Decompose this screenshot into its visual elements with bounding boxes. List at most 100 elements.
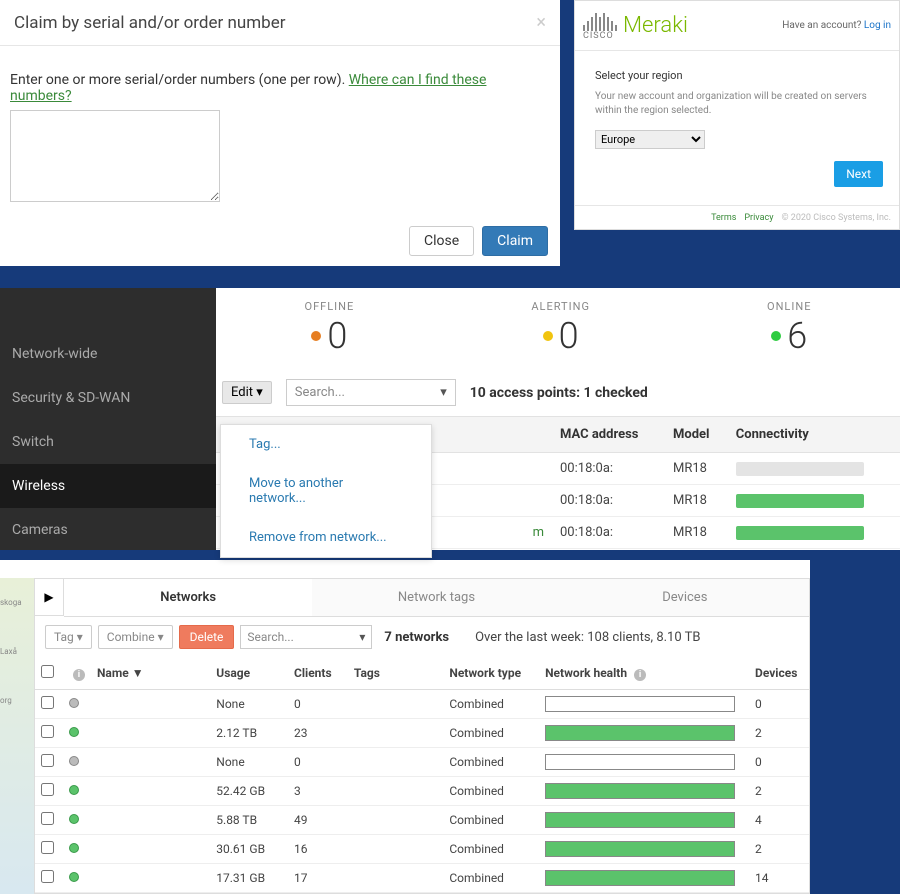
expand-toggle[interactable]: ▶: [34, 578, 64, 616]
copyright-text: © 2020 Cisco Systems, Inc.: [781, 213, 891, 223]
tag-dropdown[interactable]: Tag ▾: [45, 625, 92, 649]
cell-name: [91, 806, 210, 835]
claim-prompt: Enter one or more serial/order numbers (…: [10, 72, 550, 104]
net-col-header: [35, 657, 63, 690]
col-model[interactable]: Model: [665, 417, 728, 453]
cell-usage: 2.12 TB: [210, 719, 288, 748]
cell-clients: 23: [288, 719, 348, 748]
status-offline-label: OFFLINE: [305, 300, 355, 313]
privacy-link[interactable]: Privacy: [744, 213, 773, 223]
col-mac[interactable]: MAC address: [552, 417, 665, 453]
claim-prompt-text: Enter one or more serial/order numbers (…: [10, 72, 349, 88]
region-body: Select your region Your new account and …: [575, 51, 899, 167]
row-checkbox[interactable]: [41, 783, 54, 796]
cell-name: [91, 690, 210, 719]
region-select[interactable]: Europe: [595, 130, 705, 149]
cell-usage: 52.42 GB: [210, 777, 288, 806]
cisco-meraki-logo: CISCO Meraki: [583, 11, 688, 41]
sidebar-item-wireless[interactable]: Wireless: [0, 464, 216, 508]
row-checkbox[interactable]: [41, 754, 54, 767]
login-link[interactable]: Log in: [864, 20, 891, 31]
cell-clients: 16: [288, 835, 348, 864]
region-footer: Terms Privacy © 2020 Cisco Systems, Inc.: [575, 205, 899, 229]
health-bar: [545, 812, 735, 828]
info-icon[interactable]: i: [73, 669, 85, 681]
sidebar-item-cameras[interactable]: Cameras: [0, 508, 216, 552]
net-col-header[interactable]: Clients: [288, 657, 348, 690]
delete-button[interactable]: Delete: [179, 625, 235, 649]
net-table-row[interactable]: None0Combined0: [35, 690, 809, 719]
ap-panel: Network-wideSecurity & SD-WANSwitchWirel…: [0, 288, 900, 550]
net-table-row[interactable]: None0Combined0: [35, 748, 809, 777]
claim-button[interactable]: Claim: [482, 226, 548, 256]
sidebar-item-security-sd-wan[interactable]: Security & SD-WAN: [0, 376, 216, 420]
cell-clients: 3: [288, 777, 348, 806]
net-table-row[interactable]: 17.31 GB17Combined14: [35, 864, 809, 893]
combine-dropdown[interactable]: Combine ▾: [98, 625, 173, 649]
tab-network-tags[interactable]: Network tags: [312, 579, 560, 616]
terms-link[interactable]: Terms: [711, 213, 736, 223]
net-col-header[interactable]: Network health i: [539, 657, 749, 690]
net-col-header[interactable]: Tags: [348, 657, 443, 690]
edit-menu-item[interactable]: Tag...: [221, 425, 431, 464]
net-table-row[interactable]: 2.12 TB23 Combined 2: [35, 719, 809, 748]
row-checkbox[interactable]: [41, 841, 54, 854]
status-online: ONLINE 6: [767, 300, 811, 357]
health-bar: [545, 783, 735, 799]
tab-networks[interactable]: Networks: [64, 579, 312, 616]
ap-summary: 10 access points: 1 checked: [470, 385, 648, 401]
cell-tags: [348, 835, 443, 864]
cell-mac: 00:18:0a:: [552, 517, 665, 549]
ap-main: OFFLINE 0 ALERTING 0 ONLINE 6 Edit ▾ Sea…: [216, 288, 900, 550]
tab-devices[interactable]: Devices: [561, 579, 809, 616]
col-conn[interactable]: Connectivity: [728, 417, 900, 453]
net-col-header[interactable]: Name ▼: [91, 657, 210, 690]
ap-search-input[interactable]: Search...: [286, 379, 456, 406]
online-dot-icon: [771, 331, 781, 341]
cell-clients: 0: [288, 748, 348, 777]
cell-name: [91, 835, 210, 864]
row-checkbox[interactable]: [41, 870, 54, 883]
row-checkbox[interactable]: [41, 812, 54, 825]
cisco-text: CISCO: [583, 31, 617, 41]
cell-tags: [348, 719, 443, 748]
sidebar-item-network-wide[interactable]: Network-wide: [0, 332, 216, 376]
net-tabs: NetworksNetwork tagsDevices: [64, 579, 809, 617]
net-col-header[interactable]: Network type: [443, 657, 539, 690]
row-checkbox[interactable]: [41, 725, 54, 738]
serial-textarea[interactable]: [10, 110, 220, 202]
edit-menu-item[interactable]: Move to another network...: [221, 464, 431, 518]
edit-menu: Tag...Move to another network...Remove f…: [220, 424, 432, 558]
offline-count: 0: [327, 315, 347, 357]
cell-devices: 2: [749, 719, 809, 748]
edit-menu-item[interactable]: Remove from network...: [221, 518, 431, 557]
edit-dropdown[interactable]: Edit ▾: [222, 381, 272, 404]
cisco-bars-icon: [583, 11, 617, 31]
region-desc: Your new account and organization will b…: [595, 90, 879, 118]
cell-devices: 4: [749, 806, 809, 835]
net-count: 7 networks: [384, 630, 449, 645]
net-table-row[interactable]: 5.88 TB49Combined4: [35, 806, 809, 835]
claim-title: Claim by serial and/or order number: [14, 13, 285, 33]
info-icon[interactable]: i: [634, 669, 646, 681]
cell-model: MR18: [665, 517, 728, 549]
cell-type: Combined: [443, 719, 539, 748]
connectivity-bar: [736, 526, 864, 540]
networks-body: ▶ NetworksNetwork tagsDevices Tag ▾ Comb…: [34, 578, 810, 894]
net-search-input[interactable]: Search...: [240, 625, 372, 649]
health-bar: [545, 841, 735, 857]
connectivity-bar: [736, 462, 864, 476]
net-table-row[interactable]: 52.42 GB3Combined2: [35, 777, 809, 806]
health-bar: [545, 725, 735, 741]
net-col-header[interactable]: Usage: [210, 657, 288, 690]
net-table-row[interactable]: 30.61 GB16Combined2: [35, 835, 809, 864]
next-button[interactable]: Next: [834, 161, 883, 187]
row-checkbox[interactable]: [41, 696, 54, 709]
close-button[interactable]: Close: [409, 226, 474, 256]
sidebar-item-switch[interactable]: Switch: [0, 420, 216, 464]
cell-type: Combined: [443, 690, 539, 719]
net-col-header[interactable]: Devices: [749, 657, 809, 690]
status-dot-icon: [69, 698, 79, 708]
select-all-checkbox[interactable]: [41, 665, 54, 678]
close-icon[interactable]: ×: [536, 12, 546, 33]
